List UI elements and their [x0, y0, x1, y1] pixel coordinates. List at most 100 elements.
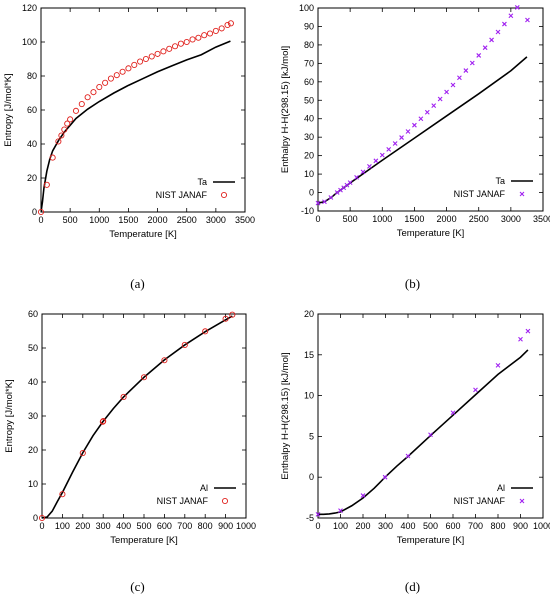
legend-swatch-d — [519, 498, 525, 504]
data-point-b — [367, 163, 372, 169]
x-tick-label-d: 900 — [513, 521, 528, 531]
chart-d-svg: 01002003004005006007008009001000-5051015… — [280, 309, 550, 546]
data-point-a — [148, 53, 155, 60]
x-tick-label-a: 500 — [63, 215, 78, 225]
data-point-a — [37, 208, 45, 216]
data-point-d — [405, 453, 411, 459]
data-point-b — [379, 152, 385, 158]
data-point-c — [59, 491, 66, 498]
data-point-a — [195, 34, 202, 41]
data-point-a — [160, 48, 167, 55]
data-point-a — [172, 43, 179, 50]
y-tick-label-c: 50 — [28, 343, 38, 353]
data-point-b — [476, 53, 482, 58]
data-point-b — [392, 141, 398, 146]
data-point-d — [428, 432, 433, 438]
data-point-a — [177, 40, 184, 47]
data-point-d — [525, 328, 531, 334]
data-point-c — [100, 418, 107, 425]
y-tick-label-b: -10 — [301, 206, 314, 216]
data-point-a — [218, 25, 225, 32]
y-tick-label-a: 100 — [22, 37, 37, 47]
y-tick-label-b: 20 — [304, 151, 314, 161]
data-point-c — [120, 393, 127, 401]
legend-label-b: NIST JANAF — [454, 189, 506, 199]
x-tick-label-a: 3000 — [206, 215, 226, 225]
data-point-b — [482, 45, 488, 51]
y-tick-label-a: 120 — [22, 3, 37, 13]
x-tick-label-b: 1500 — [404, 214, 424, 224]
x-tick-label-b: 3000 — [501, 214, 521, 224]
data-point-c — [222, 315, 229, 322]
x-tick-label-b: 0 — [315, 214, 320, 224]
plot-frame-b — [317, 7, 544, 212]
x-tick-label-b: 3500 — [533, 214, 550, 224]
data-point-a — [125, 65, 132, 72]
data-point-a — [166, 45, 173, 52]
data-point-a — [90, 89, 97, 96]
data-point-b — [347, 180, 353, 185]
x-axis-label-b: Temperature [K] — [397, 228, 465, 239]
data-point-b — [334, 190, 340, 195]
y-tick-label-a: 20 — [27, 173, 37, 183]
data-point-b — [315, 200, 321, 206]
y-tick-label-a: 40 — [27, 139, 37, 149]
x-tick-label-c: 200 — [75, 521, 90, 531]
y-tick-label-d: 15 — [304, 350, 314, 360]
series-line-c — [42, 315, 233, 519]
x-tick-label-b: 500 — [343, 214, 358, 224]
y-tick-label-c: 30 — [28, 411, 38, 421]
y-tick-label-d: 0 — [309, 472, 314, 482]
data-point-a — [224, 21, 231, 29]
data-point-a — [43, 181, 50, 188]
legend-label-c: NIST JANAF — [157, 496, 209, 506]
series-line-a — [41, 40, 231, 213]
legend-label-b: Ta — [495, 176, 505, 186]
data-point-b — [514, 5, 520, 10]
data-point-b — [418, 116, 424, 122]
x-tick-label-b: 1000 — [372, 214, 392, 224]
panel-b: 0500100015002000250030003500-10010203040… — [275, 0, 550, 300]
x-tick-label-c: 1000 — [236, 521, 256, 531]
data-point-a — [49, 154, 56, 161]
legend-label-d: Al — [497, 483, 505, 493]
data-point-b — [431, 103, 437, 109]
data-point-a — [142, 55, 149, 63]
data-point-a — [113, 72, 120, 79]
panel-a: 0 500 1000 1500 2000 2500 3000 3500 0 20 40 60 80 100… — [0, 0, 275, 300]
x-tick-label-c: 100 — [55, 521, 70, 531]
data-point-b — [525, 17, 530, 23]
y-tick-label-c: 40 — [28, 377, 38, 387]
data-point-b — [360, 169, 366, 175]
y-tick-label-b: 50 — [304, 95, 314, 105]
y-tick-label-b: 70 — [304, 58, 314, 68]
data-point-b — [386, 146, 392, 152]
x-tick-label-d: 100 — [333, 521, 348, 531]
data-point-a — [96, 84, 103, 91]
x-tick-label-c: 0 — [39, 521, 44, 531]
data-point-a — [64, 120, 71, 127]
data-point-b — [338, 187, 343, 193]
data-point-c — [161, 357, 168, 364]
x-tick-label-d: 1000 — [533, 521, 550, 531]
data-point-a — [119, 68, 126, 75]
x-tick-label-c: 900 — [218, 521, 233, 531]
x-tick-label-d: 800 — [490, 521, 505, 531]
x-tick-label-d: 200 — [355, 521, 370, 531]
legend-label-d: NIST JANAF — [454, 496, 506, 506]
y-tick-label-b: 10 — [304, 169, 314, 179]
y-axis-label-d: Enthalpy H-H(298.15) [kJ/mol] — [280, 352, 291, 479]
data-point-a — [61, 126, 68, 133]
x-tick-label-d: 300 — [378, 521, 393, 531]
y-tick-label-b: 0 — [309, 188, 314, 198]
y-tick-label-b: 90 — [304, 21, 314, 31]
data-point-a — [206, 30, 214, 37]
data-point-a — [227, 20, 234, 27]
data-point-b — [437, 96, 443, 102]
data-point-b — [450, 82, 456, 88]
y-tick-label-a: 80 — [27, 71, 37, 81]
y-tick-label-b: 60 — [304, 77, 314, 87]
chart-a-svg: 0 500 1000 1500 2000 2500 3000 3500 0 20 40 60 80 100… — [3, 3, 255, 240]
data-point-d — [338, 508, 343, 514]
legend-swatch-b — [519, 191, 525, 197]
